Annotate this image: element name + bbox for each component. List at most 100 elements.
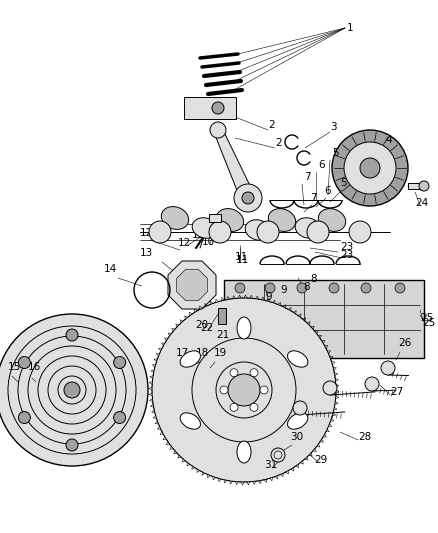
Circle shape bbox=[361, 283, 371, 293]
Bar bbox=[209, 214, 221, 222]
Ellipse shape bbox=[161, 207, 189, 229]
Circle shape bbox=[0, 314, 148, 466]
Text: 15: 15 bbox=[8, 362, 21, 372]
Text: 13: 13 bbox=[140, 248, 153, 258]
Text: 10: 10 bbox=[192, 230, 205, 240]
Polygon shape bbox=[168, 261, 216, 309]
Circle shape bbox=[149, 221, 171, 243]
Text: 16: 16 bbox=[28, 362, 41, 372]
Text: 26: 26 bbox=[398, 338, 411, 348]
Circle shape bbox=[307, 221, 329, 243]
Text: 12: 12 bbox=[178, 238, 191, 248]
Ellipse shape bbox=[287, 413, 308, 429]
Ellipse shape bbox=[192, 218, 218, 238]
Text: 11: 11 bbox=[236, 255, 249, 265]
Text: 31: 31 bbox=[264, 460, 277, 470]
Text: 21: 21 bbox=[216, 330, 229, 340]
Polygon shape bbox=[213, 130, 256, 198]
Circle shape bbox=[381, 361, 395, 375]
Bar bbox=[408, 183, 426, 189]
Circle shape bbox=[271, 448, 285, 462]
Circle shape bbox=[265, 283, 275, 293]
Circle shape bbox=[64, 382, 80, 398]
Circle shape bbox=[235, 283, 245, 293]
Circle shape bbox=[293, 401, 307, 415]
Circle shape bbox=[419, 181, 429, 191]
Ellipse shape bbox=[318, 208, 346, 231]
Bar bbox=[224, 280, 424, 358]
Circle shape bbox=[210, 122, 226, 138]
Ellipse shape bbox=[237, 441, 251, 463]
Text: 10: 10 bbox=[202, 237, 215, 247]
Text: 1: 1 bbox=[347, 23, 353, 33]
Text: 12: 12 bbox=[140, 228, 153, 238]
Polygon shape bbox=[177, 269, 208, 301]
Circle shape bbox=[250, 369, 258, 377]
Circle shape bbox=[329, 283, 339, 293]
Circle shape bbox=[228, 374, 260, 406]
Text: 17: 17 bbox=[176, 348, 189, 358]
Text: 18: 18 bbox=[196, 348, 209, 358]
Circle shape bbox=[113, 411, 126, 424]
Text: 23: 23 bbox=[340, 250, 353, 260]
Text: 29: 29 bbox=[314, 455, 327, 465]
Text: 19: 19 bbox=[214, 348, 227, 358]
Text: 2: 2 bbox=[268, 120, 275, 130]
Circle shape bbox=[230, 403, 238, 411]
Circle shape bbox=[18, 357, 30, 368]
Circle shape bbox=[209, 221, 231, 243]
Circle shape bbox=[242, 192, 254, 204]
Text: 4: 4 bbox=[385, 135, 392, 145]
Circle shape bbox=[365, 377, 379, 391]
Circle shape bbox=[216, 362, 272, 418]
Text: 8: 8 bbox=[310, 274, 317, 284]
Text: 25: 25 bbox=[420, 313, 433, 323]
Text: 9: 9 bbox=[265, 292, 272, 302]
Circle shape bbox=[257, 221, 279, 243]
Text: 14: 14 bbox=[104, 264, 117, 274]
Text: 2: 2 bbox=[275, 138, 282, 148]
Text: 25: 25 bbox=[422, 318, 435, 328]
Text: 27: 27 bbox=[390, 387, 403, 397]
Circle shape bbox=[66, 439, 78, 451]
Ellipse shape bbox=[245, 220, 271, 240]
Circle shape bbox=[349, 221, 371, 243]
Circle shape bbox=[323, 381, 337, 395]
Circle shape bbox=[220, 386, 228, 394]
Bar bbox=[218, 308, 226, 324]
Circle shape bbox=[395, 283, 405, 293]
Text: 6: 6 bbox=[324, 186, 331, 196]
Ellipse shape bbox=[216, 208, 244, 231]
Circle shape bbox=[344, 142, 396, 194]
Circle shape bbox=[360, 158, 380, 178]
Text: 5: 5 bbox=[340, 178, 346, 188]
Circle shape bbox=[297, 283, 307, 293]
Text: 9: 9 bbox=[280, 285, 286, 295]
Circle shape bbox=[212, 102, 224, 114]
Circle shape bbox=[18, 411, 30, 424]
Ellipse shape bbox=[180, 351, 201, 367]
Circle shape bbox=[260, 386, 268, 394]
Ellipse shape bbox=[295, 218, 321, 238]
Circle shape bbox=[230, 369, 238, 377]
Ellipse shape bbox=[180, 413, 201, 429]
Text: 5: 5 bbox=[332, 148, 339, 158]
Circle shape bbox=[113, 357, 126, 368]
Circle shape bbox=[66, 329, 78, 341]
Text: 30: 30 bbox=[290, 432, 303, 442]
Text: 7: 7 bbox=[304, 172, 311, 182]
Bar bbox=[184, 97, 236, 119]
Text: 24: 24 bbox=[415, 198, 428, 208]
Text: 28: 28 bbox=[358, 432, 371, 442]
Text: 8: 8 bbox=[303, 282, 310, 292]
Text: 7: 7 bbox=[310, 193, 317, 203]
Circle shape bbox=[234, 184, 262, 212]
Circle shape bbox=[152, 298, 336, 482]
Ellipse shape bbox=[268, 208, 296, 231]
Ellipse shape bbox=[237, 317, 251, 339]
Text: 11: 11 bbox=[235, 252, 248, 262]
Text: 22: 22 bbox=[200, 323, 213, 333]
Circle shape bbox=[250, 403, 258, 411]
Text: 23: 23 bbox=[340, 242, 353, 252]
Circle shape bbox=[332, 130, 408, 206]
